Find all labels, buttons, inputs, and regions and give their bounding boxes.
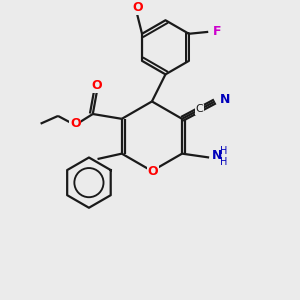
Text: O: O: [132, 1, 142, 14]
Text: N: N: [212, 149, 222, 162]
Text: H: H: [220, 157, 227, 167]
Text: H: H: [220, 146, 227, 156]
Text: O: O: [92, 80, 102, 92]
Text: N: N: [220, 93, 230, 106]
Text: F: F: [213, 26, 222, 38]
Text: O: O: [70, 117, 81, 130]
Text: O: O: [148, 166, 158, 178]
Text: C: C: [196, 104, 203, 114]
